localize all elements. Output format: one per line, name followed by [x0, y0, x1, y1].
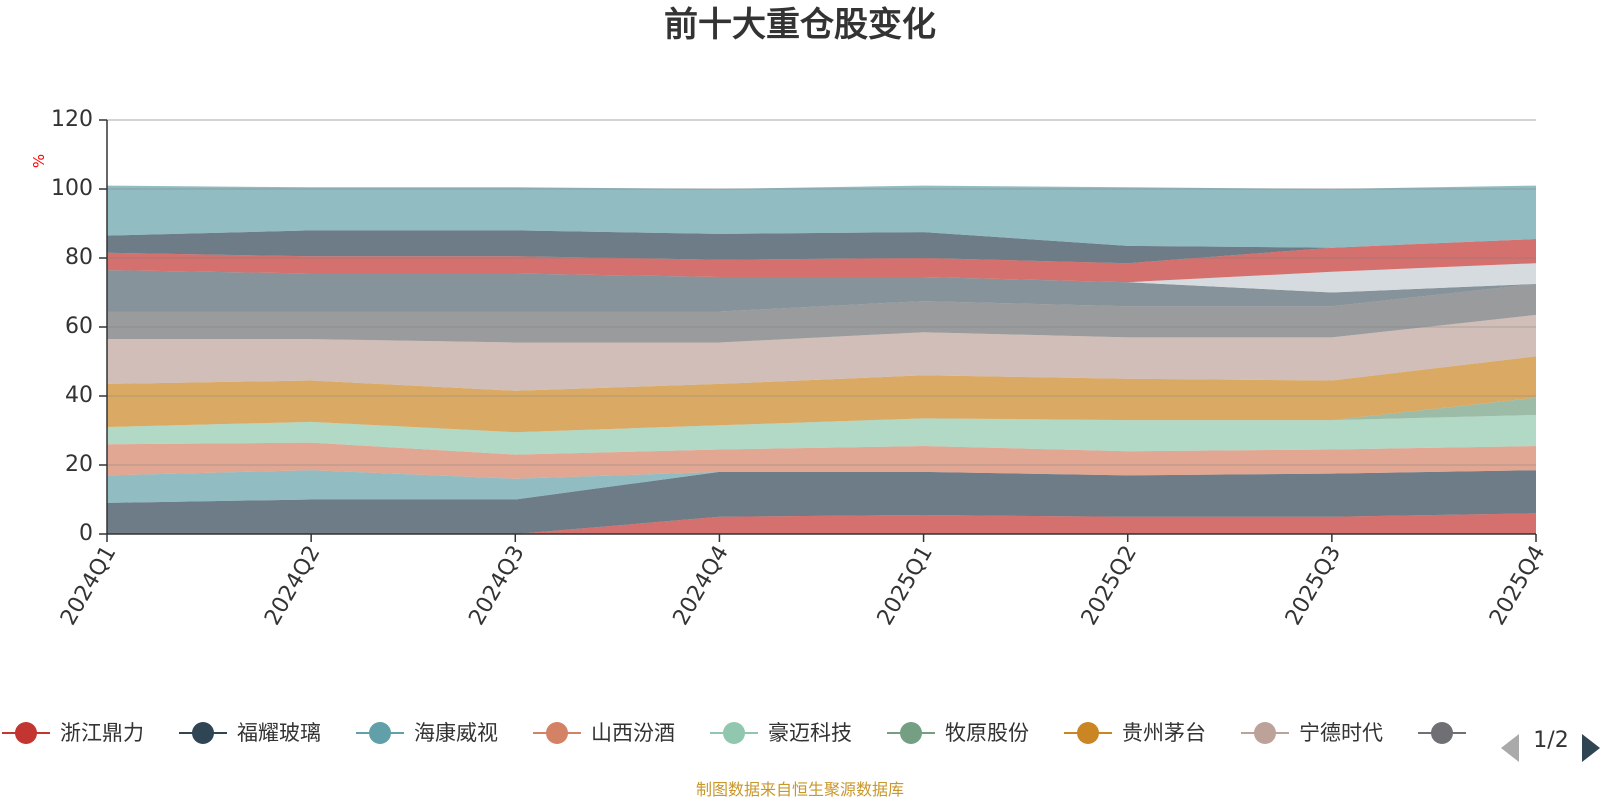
x-tick-label: 2024Q4 — [669, 542, 734, 630]
y-tick-label: 80 — [65, 245, 93, 270]
y-tick-label: 40 — [65, 383, 93, 408]
legend-page-indicator: 1/2 — [1533, 728, 1568, 753]
legend-circle-icon — [1077, 722, 1099, 744]
legend-label: 牧原股份 — [945, 721, 1029, 745]
x-tick-label: 2025Q1 — [873, 542, 938, 630]
legend-item[interactable]: 贵州茅台 — [1064, 721, 1206, 745]
legend-item[interactable]: 宁德时代 — [1241, 721, 1383, 745]
x-tick-label: 2025Q4 — [1485, 542, 1550, 630]
y-tick-label: 60 — [65, 314, 93, 339]
legend-label: 福耀玻璃 — [237, 721, 321, 745]
data-source-note: 制图数据来自恒生聚源数据库 — [696, 780, 904, 799]
area-series-12 — [107, 239, 1536, 283]
y-tick-label: 20 — [65, 452, 93, 477]
area-series-9 — [107, 283, 1536, 343]
triangle-right-icon[interactable] — [1582, 734, 1600, 762]
x-tick-label: 2024Q2 — [260, 542, 325, 630]
area-series-13 — [107, 230, 1536, 264]
area-series-2 — [107, 470, 1536, 534]
y-tick-label: 100 — [51, 176, 93, 201]
legend-circle-icon — [369, 722, 391, 744]
area-series-7 — [107, 356, 1536, 433]
legend-circle-icon — [15, 722, 37, 744]
legend-label: 浙江鼎力 — [60, 721, 144, 745]
legend-circle-icon — [192, 722, 214, 744]
y-tick-label: 120 — [51, 107, 93, 132]
chart-title: 前十大重仓股变化 — [664, 5, 936, 45]
legend-item[interactable]: 牧原股份 — [887, 721, 1029, 745]
legend-item[interactable]: 山西汾酒 — [533, 721, 675, 745]
area-series-5 — [107, 415, 1536, 455]
area-series-11 — [107, 263, 1536, 293]
legend-pager: 1/2 — [1501, 728, 1600, 762]
area-series-3 — [107, 470, 1536, 503]
area-series-10 — [107, 270, 1536, 312]
area-series-4 — [107, 442, 1536, 479]
legend-label: 贵州茅台 — [1122, 721, 1206, 745]
x-tick-label: 2025Q2 — [1077, 542, 1142, 630]
triangle-left-icon[interactable] — [1501, 734, 1519, 762]
area-series-8 — [107, 314, 1536, 391]
x-tick-label: 2025Q3 — [1281, 542, 1346, 630]
legend-label: 豪迈科技 — [768, 721, 852, 745]
legend-label: 山西汾酒 — [591, 721, 675, 745]
legend-label: 宁德时代 — [1299, 721, 1383, 745]
legend-item[interactable]: 浙江鼎力 — [2, 721, 144, 745]
legend-item[interactable]: 海康威视 — [356, 721, 498, 745]
x-tick-label: 2024Q3 — [464, 542, 529, 630]
legend-circle-icon — [1254, 722, 1276, 744]
y-unit-label: % — [30, 154, 48, 168]
area-layer — [107, 185, 1536, 534]
x-tick-label: 2024Q1 — [56, 542, 121, 630]
legend-circle-icon — [1431, 722, 1453, 744]
legend-label: 海康威视 — [414, 721, 498, 745]
legend-item[interactable]: 豪迈科技 — [710, 721, 852, 745]
legend-circle-icon — [900, 722, 922, 744]
legend: 浙江鼎力 福耀玻璃 海康威视 山西汾酒 豪迈科技 牧原股份 贵州茅台 宁德时代 — [2, 721, 1466, 745]
legend-circle-icon — [723, 722, 745, 744]
legend-circle-icon — [546, 722, 568, 744]
area-series-1 — [107, 513, 1536, 534]
area-series-14 — [107, 185, 1536, 248]
legend-item[interactable] — [1418, 722, 1466, 744]
legend-item[interactable]: 福耀玻璃 — [179, 721, 321, 745]
y-tick-label: 0 — [79, 521, 93, 546]
